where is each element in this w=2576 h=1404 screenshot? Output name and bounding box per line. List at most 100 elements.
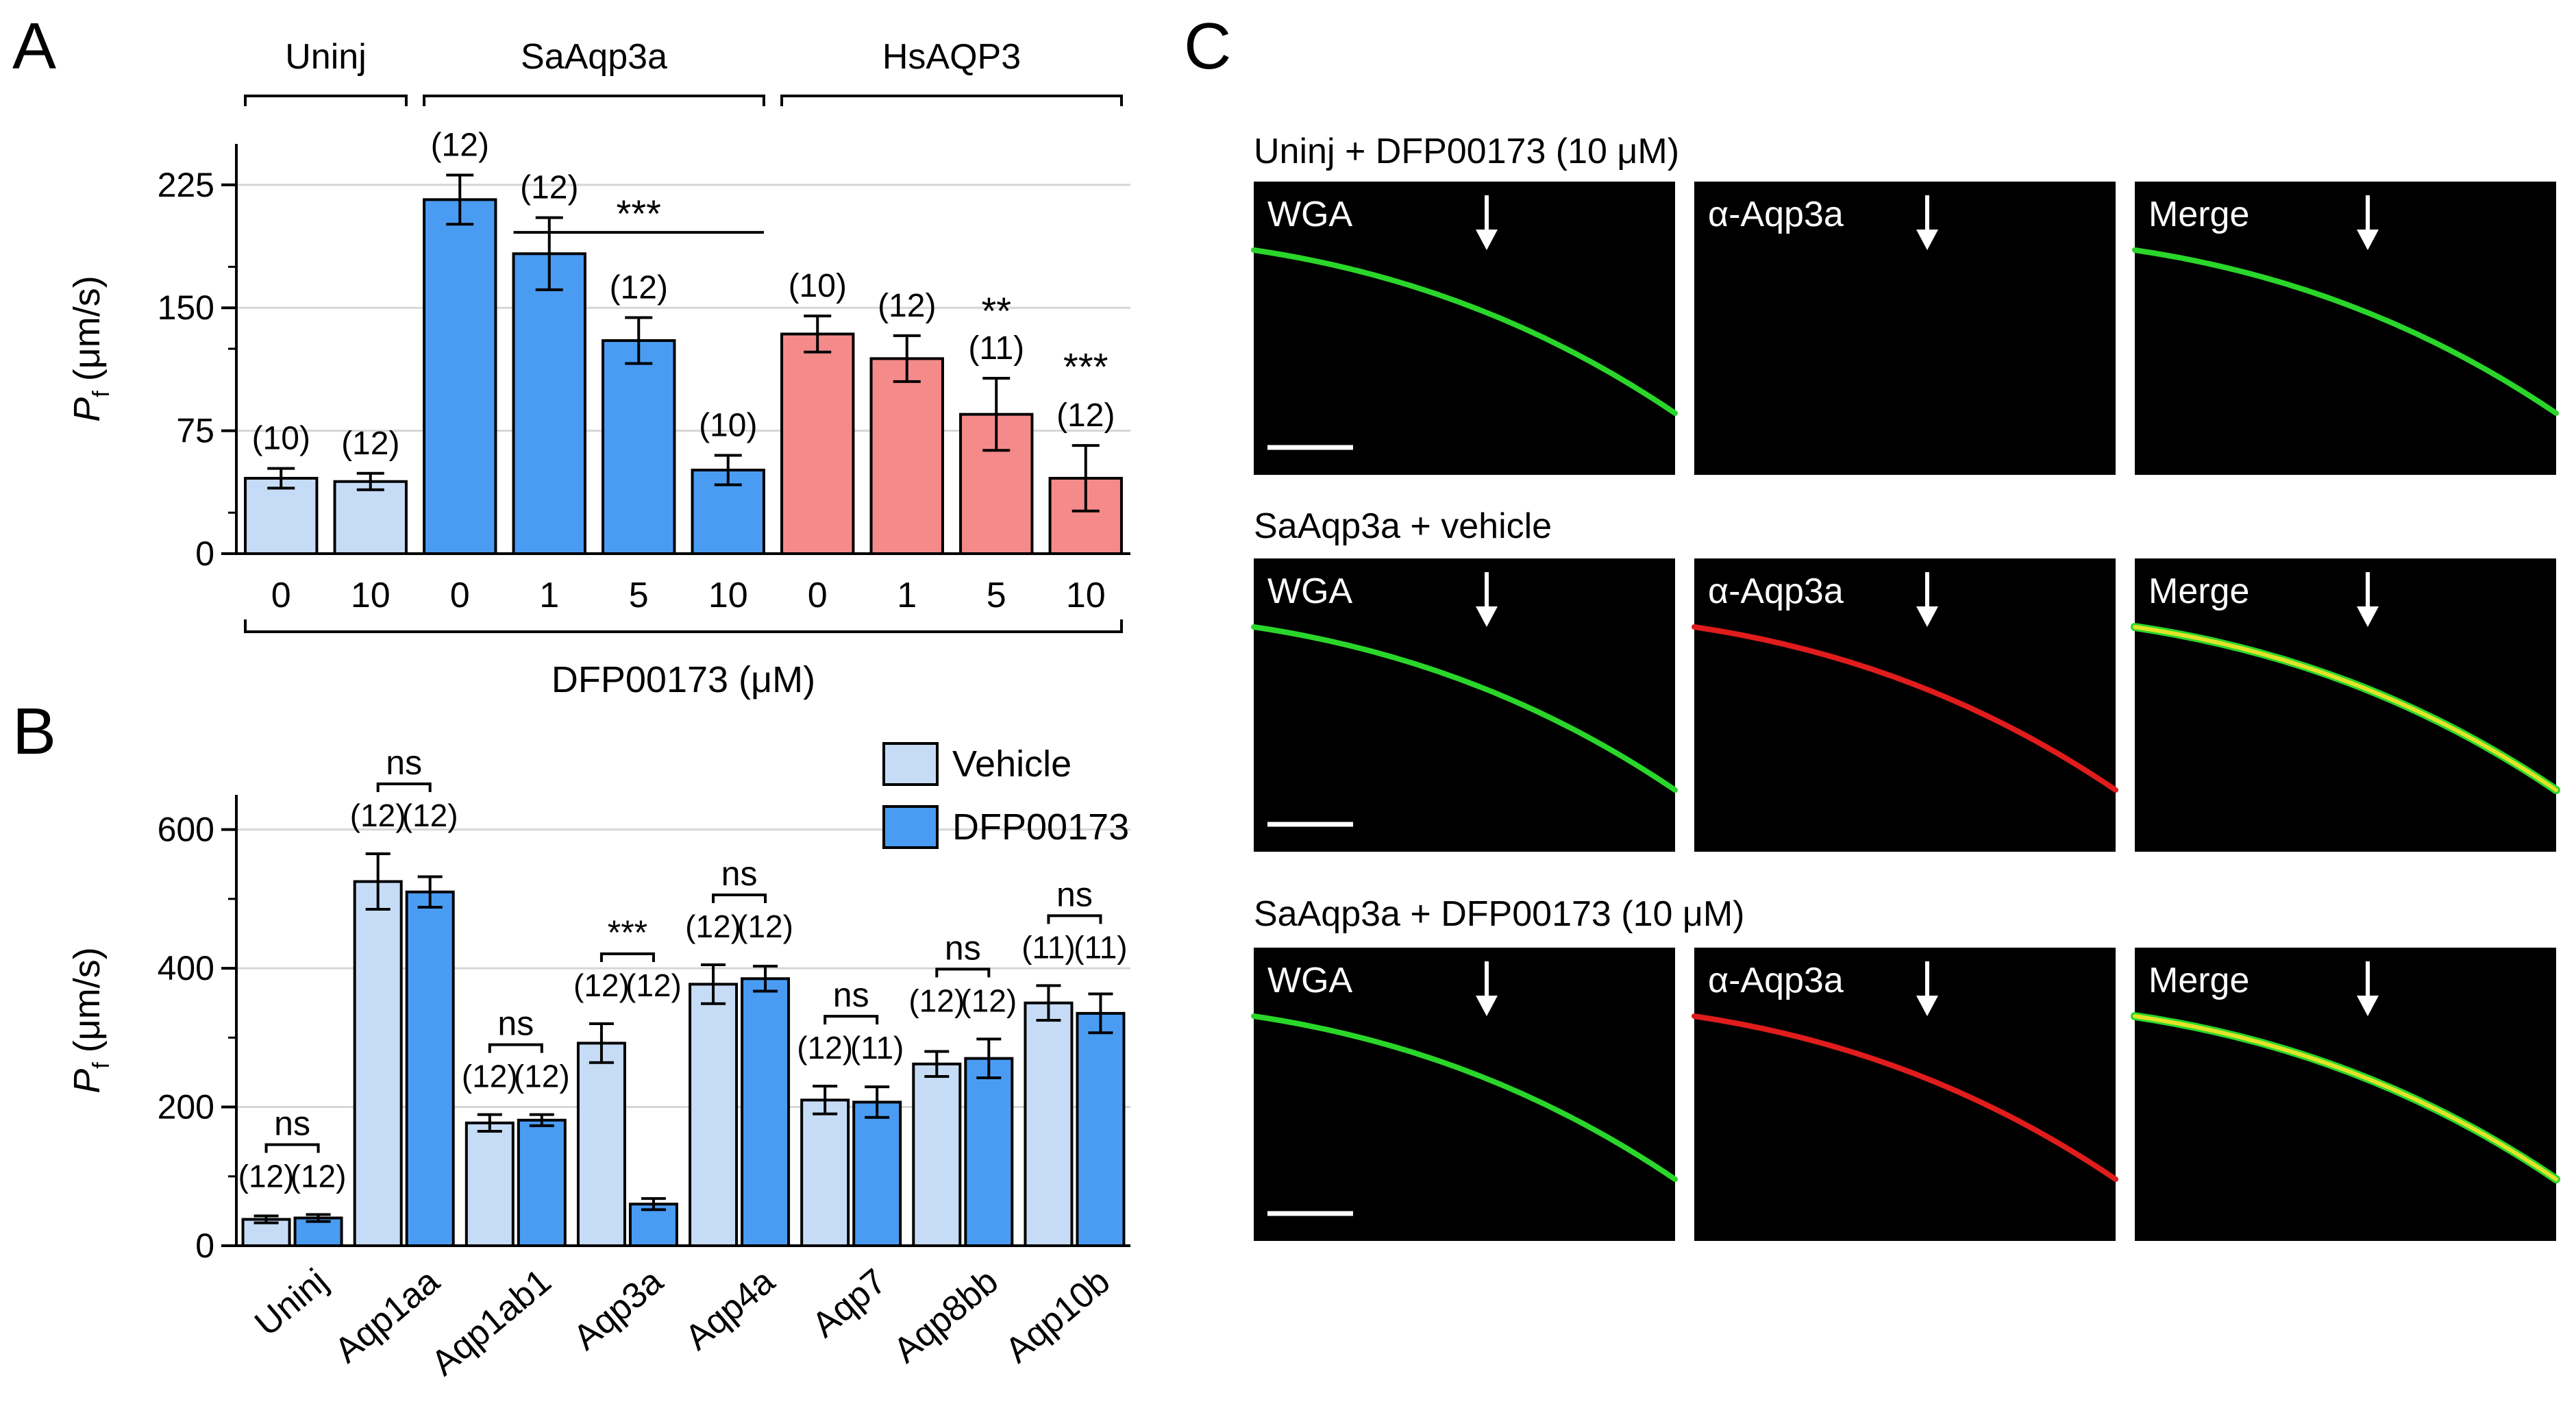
legend-label: DFP00173	[952, 806, 1129, 848]
n-label: (11)	[1074, 929, 1127, 965]
micrograph-panel	[1254, 182, 1675, 475]
sig-label: ns	[1056, 875, 1093, 913]
bar	[517, 1118, 567, 1248]
n-label: (11)	[850, 1030, 904, 1066]
micrograph-label: α-Aqp3a	[1708, 961, 1844, 1000]
bar	[959, 412, 1034, 555]
bar	[465, 1121, 515, 1247]
bar	[602, 339, 676, 555]
group-bracket	[244, 95, 408, 106]
x-tick-label: 10	[351, 576, 391, 615]
sig-label: ***	[1063, 345, 1108, 388]
x-axis-label: DFP00173 (μM)	[552, 659, 815, 700]
micrograph-panel	[1694, 558, 2116, 852]
x-tick-label: Aqp4a	[678, 1261, 782, 1358]
membrane-signal	[1692, 1013, 2118, 1182]
micrograph-label: α-Aqp3a	[1708, 571, 1844, 611]
sig-bracket	[599, 952, 655, 963]
sig-label: ns	[274, 1104, 310, 1142]
n-label: (12)	[626, 968, 682, 1003]
n-label: (12)	[685, 909, 741, 944]
bar	[244, 476, 319, 556]
sig-bracket	[488, 1043, 543, 1053]
bar	[689, 983, 739, 1247]
membrane-signal	[1251, 1013, 1678, 1182]
y-tick-label: 600	[158, 811, 214, 849]
micrograph-label: WGA	[1267, 195, 1353, 234]
y-tick-label: 150	[158, 288, 214, 327]
n-label: (12)	[290, 1158, 347, 1194]
y-label-sub: f	[88, 1062, 114, 1069]
bar	[741, 977, 791, 1248]
bar	[800, 1098, 850, 1248]
x-tick-label: 0	[450, 576, 470, 615]
y-tick-label: 400	[158, 949, 214, 987]
micrograph-row-title: SaAqp3a + DFP00173 (10 μM)	[1254, 894, 1744, 934]
bar	[1076, 1011, 1126, 1248]
y-label-unit: (μm/s)	[66, 275, 108, 381]
x-tick-label: Uninj	[247, 1261, 335, 1344]
x-tick-label: 0	[808, 576, 828, 615]
arrow-icon	[1476, 230, 1498, 250]
n-label: (10)	[699, 407, 757, 443]
legend-swatch	[882, 805, 939, 849]
micrograph-label: Merge	[2148, 571, 2249, 611]
y-label-italic: P	[66, 1069, 108, 1094]
micrograph-panel	[2135, 182, 2556, 475]
sig-bracket	[376, 783, 432, 793]
x-tick-label: Aqp3a	[566, 1261, 671, 1358]
n-label: (12)	[514, 1059, 570, 1094]
sig-label: ns	[833, 976, 869, 1014]
y-axis-label: Pf (μm/s)	[66, 947, 114, 1094]
micrograph-panel	[1254, 948, 1675, 1241]
y-tick-label: 200	[158, 1088, 214, 1126]
n-label: (11)	[968, 330, 1024, 367]
membrane-signal	[2132, 247, 2559, 416]
n-label: (12)	[961, 983, 1017, 1018]
y-tick-label: 0	[195, 534, 214, 573]
n-label: (12)	[908, 983, 965, 1018]
micrograph-panel	[1254, 558, 1675, 852]
micrograph-label: Merge	[2148, 961, 2249, 1000]
micrograph-row-title: Uninj + DFP00173 (10 μM)	[1254, 132, 1679, 171]
y-label-sub: f	[88, 391, 114, 397]
sig-bracket	[712, 894, 767, 904]
chart-a: 075150225(10)0(12)10(12)0(12)1(12)5(10)1…	[66, 37, 1130, 700]
sig-bracket	[935, 968, 991, 978]
panel-letter-c: C	[1184, 10, 1231, 83]
sig-bracket	[264, 1143, 320, 1153]
x-tick-label: Aqp10b	[998, 1261, 1118, 1371]
n-label: (10)	[789, 268, 847, 304]
bar	[964, 1057, 1014, 1247]
bar	[780, 332, 855, 555]
x-tick-label: 10	[1066, 576, 1106, 615]
bar	[512, 252, 586, 555]
arrow-icon	[1476, 996, 1498, 1016]
panel-letter-a: A	[12, 10, 56, 83]
micrograph-panel	[2135, 558, 2556, 852]
x-tick-label: 0	[271, 576, 291, 615]
sig-label: ns	[721, 854, 758, 893]
n-label: (12)	[520, 170, 578, 206]
panel-letter-b: B	[12, 695, 56, 768]
x-tick-label: Aqp1ab1	[424, 1261, 559, 1383]
x-tick-label: 5	[987, 576, 1006, 615]
sig-label: ***	[608, 913, 647, 952]
y-axis-label: Pf (μm/s)	[66, 275, 114, 422]
membrane-signal	[1251, 624, 1678, 793]
legend-label: Vehicle	[952, 743, 1072, 785]
sig-label: ns	[945, 928, 981, 967]
x-bracket	[244, 619, 1123, 633]
micrograph-row-title: SaAqp3a + vehicle	[1254, 506, 1552, 546]
bar	[1024, 1001, 1074, 1247]
group-label: HsAQP3	[882, 37, 1021, 77]
arrow-icon	[2357, 230, 2379, 250]
n-label: (12)	[1056, 397, 1115, 434]
membrane-signal	[2133, 1014, 2558, 1181]
bar	[912, 1062, 962, 1247]
n-label: (11)	[1021, 929, 1075, 965]
micrograph-label: α-Aqp3a	[1708, 195, 1844, 234]
n-label: (12)	[402, 798, 458, 833]
n-label: (12)	[737, 909, 793, 944]
